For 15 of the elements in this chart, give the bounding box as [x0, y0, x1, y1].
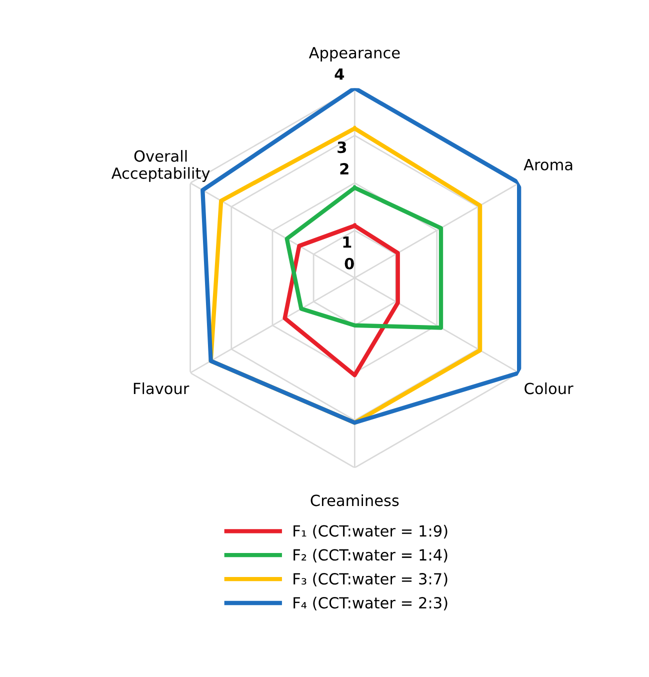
spoke-label: Aroma [524, 159, 572, 170]
y-tick-label: 3 [338, 142, 346, 154]
spoke-label: Flavour [134, 382, 190, 394]
legend-label: F₃ (CCT:water = 3:7) [294, 572, 448, 586]
y-tick-label: 0 [344, 258, 354, 270]
spoke-label: Appearance [308, 47, 400, 62]
legend-label: F₄ (CCT:water = 2:3) [294, 596, 448, 610]
spoke-label: Overall Acceptability [111, 150, 210, 182]
y-tick-label: 4 [334, 68, 344, 80]
spoke-label: Creaminess [310, 494, 399, 506]
spoke-label: Colour [524, 382, 574, 394]
y-tick-label: 1 [343, 236, 352, 248]
y-tick-label: 2 [340, 163, 348, 174]
legend-label: F₂ (CCT:water = 1:4) [294, 548, 448, 562]
legend-label: F₁ (CCT:water = 1:9) [294, 524, 448, 539]
